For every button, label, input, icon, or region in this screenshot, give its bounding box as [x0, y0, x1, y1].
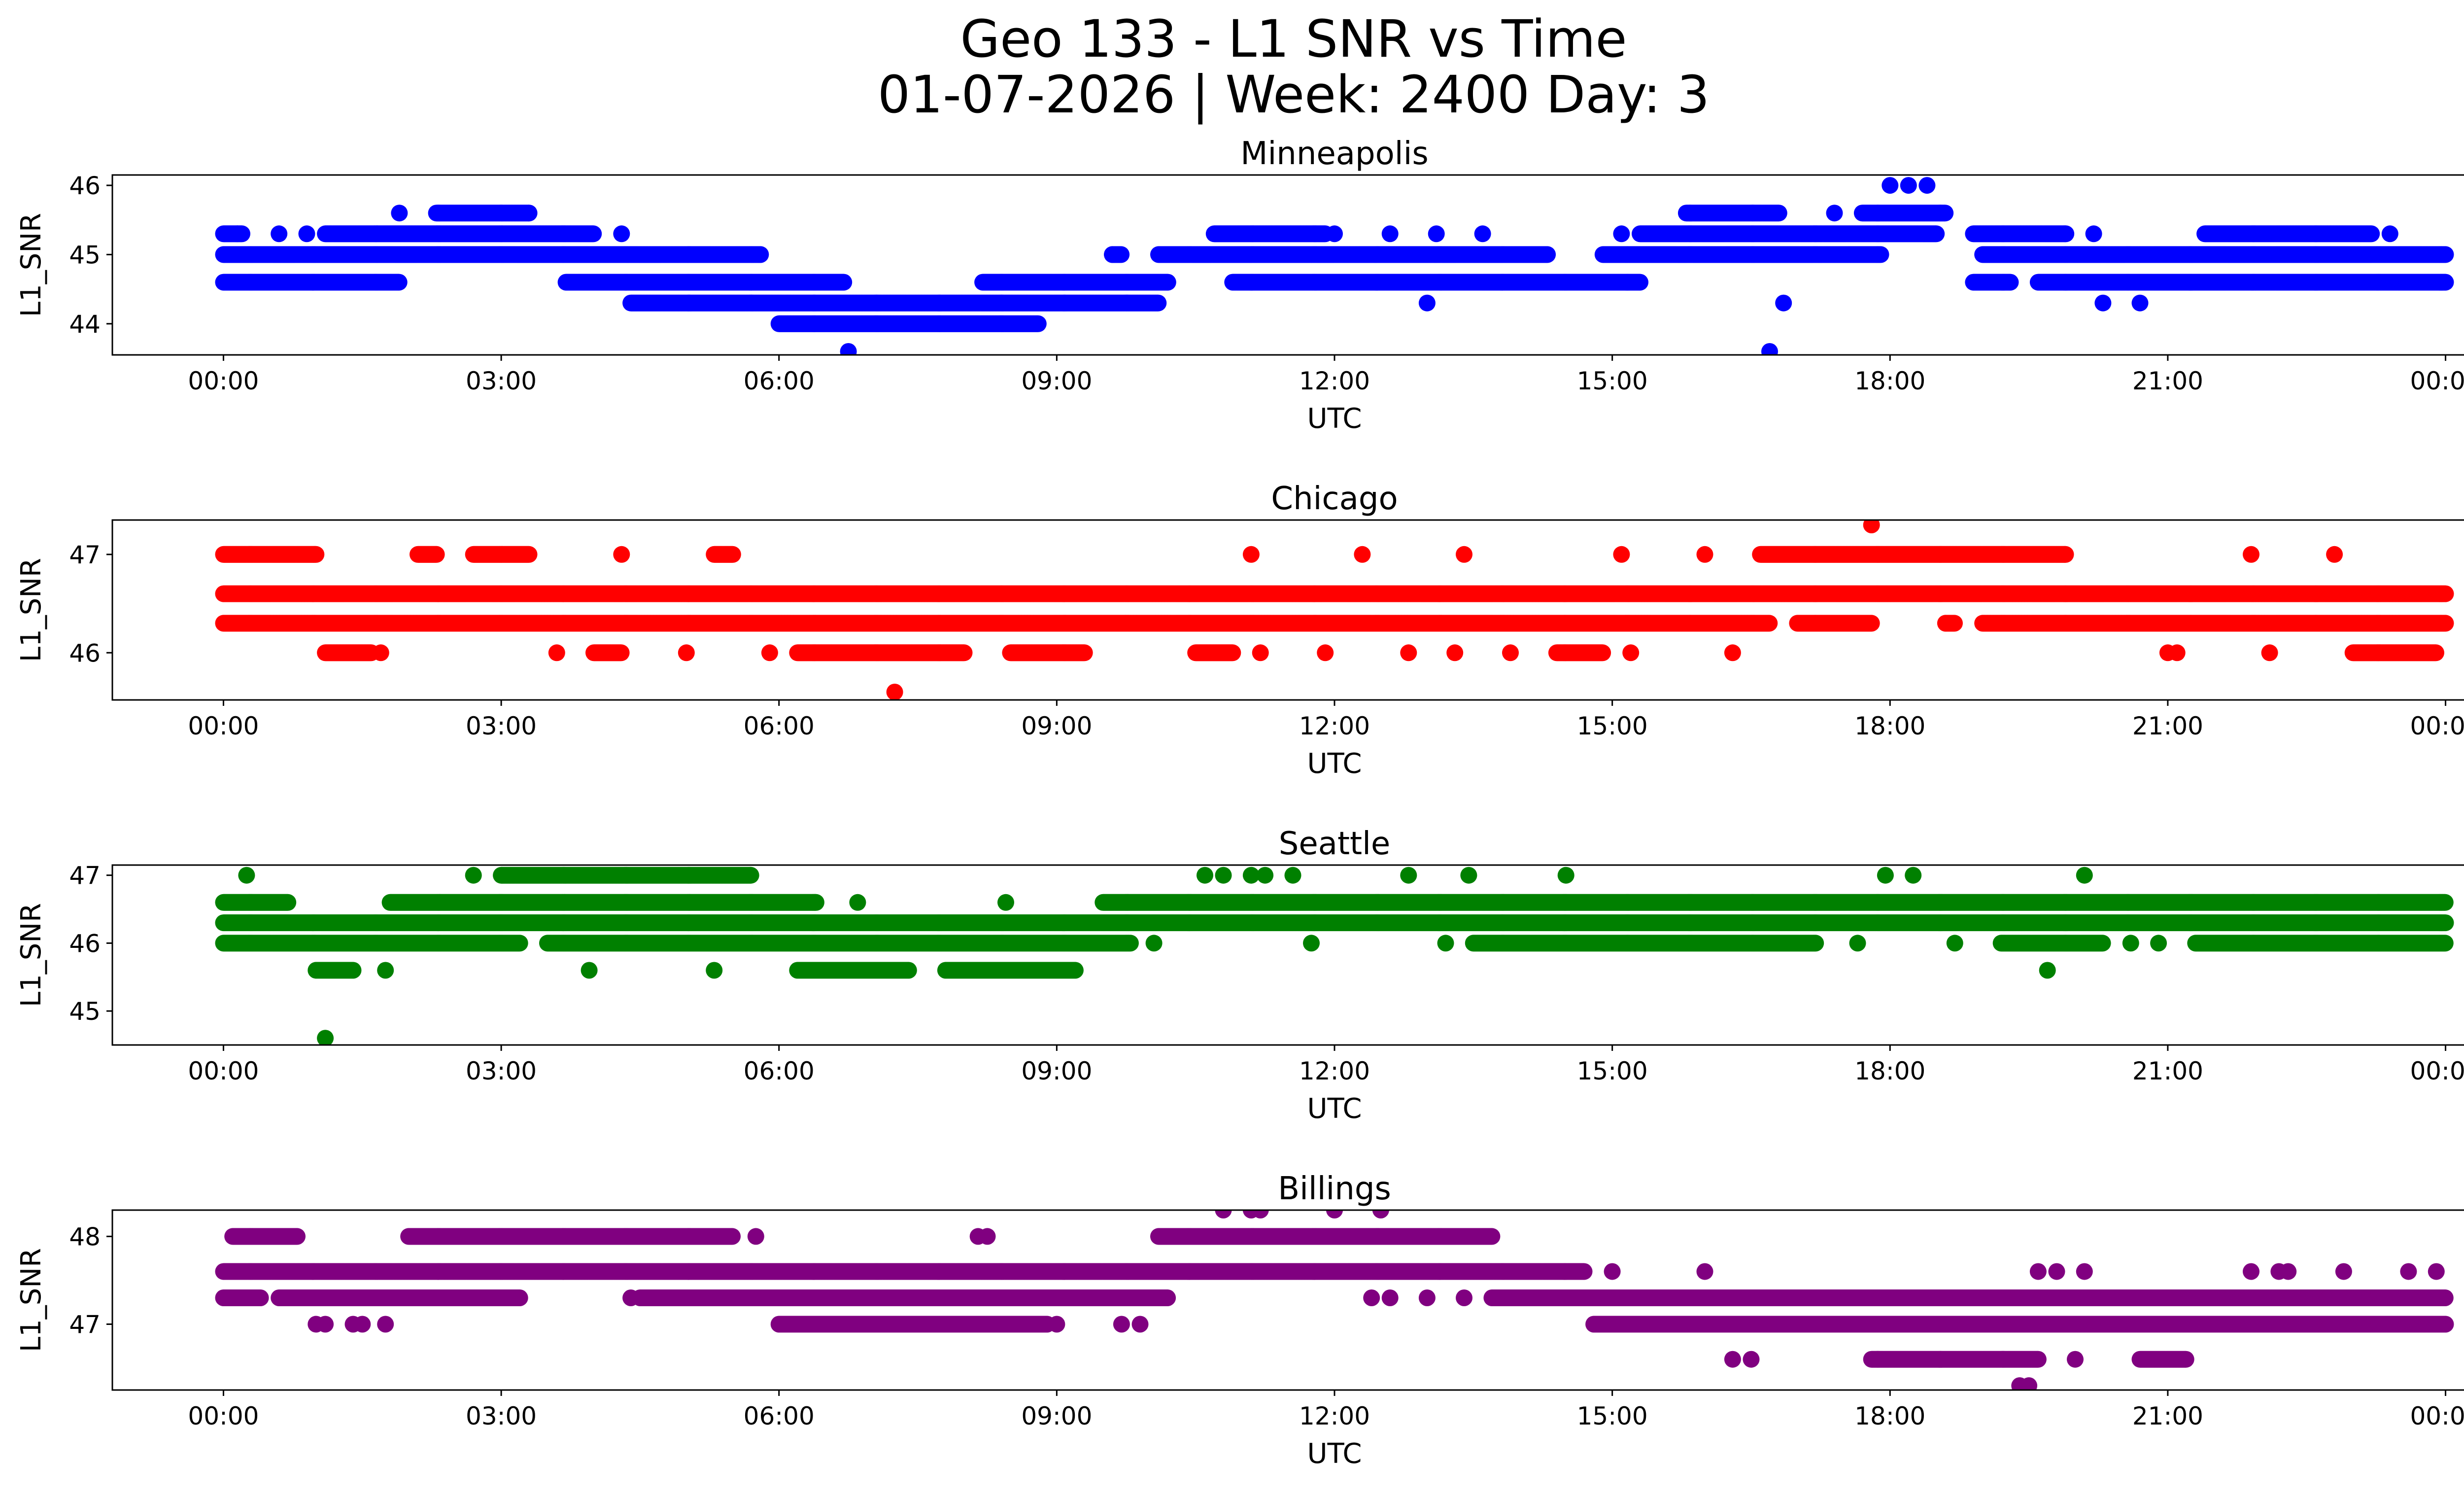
- data-point: [835, 274, 853, 291]
- data-point: [2002, 274, 2019, 291]
- data-point: [585, 225, 602, 243]
- data-point: [2437, 274, 2454, 291]
- chart-title-line1: Geo 133 - L1 SNR vs Time: [960, 9, 1627, 69]
- data-point: [2437, 246, 2454, 263]
- chart-title-line2: 01-07-2026 | Week: 2400 Day: 3: [878, 65, 1710, 125]
- data-point: [1539, 246, 1556, 263]
- data-point: [1872, 246, 1889, 263]
- data-point: [1159, 274, 1176, 291]
- data-point: [1632, 274, 1648, 291]
- data-point: [390, 274, 408, 291]
- scatter-series: [215, 177, 2454, 355]
- subplot-title: Minneapolis: [1240, 136, 1428, 172]
